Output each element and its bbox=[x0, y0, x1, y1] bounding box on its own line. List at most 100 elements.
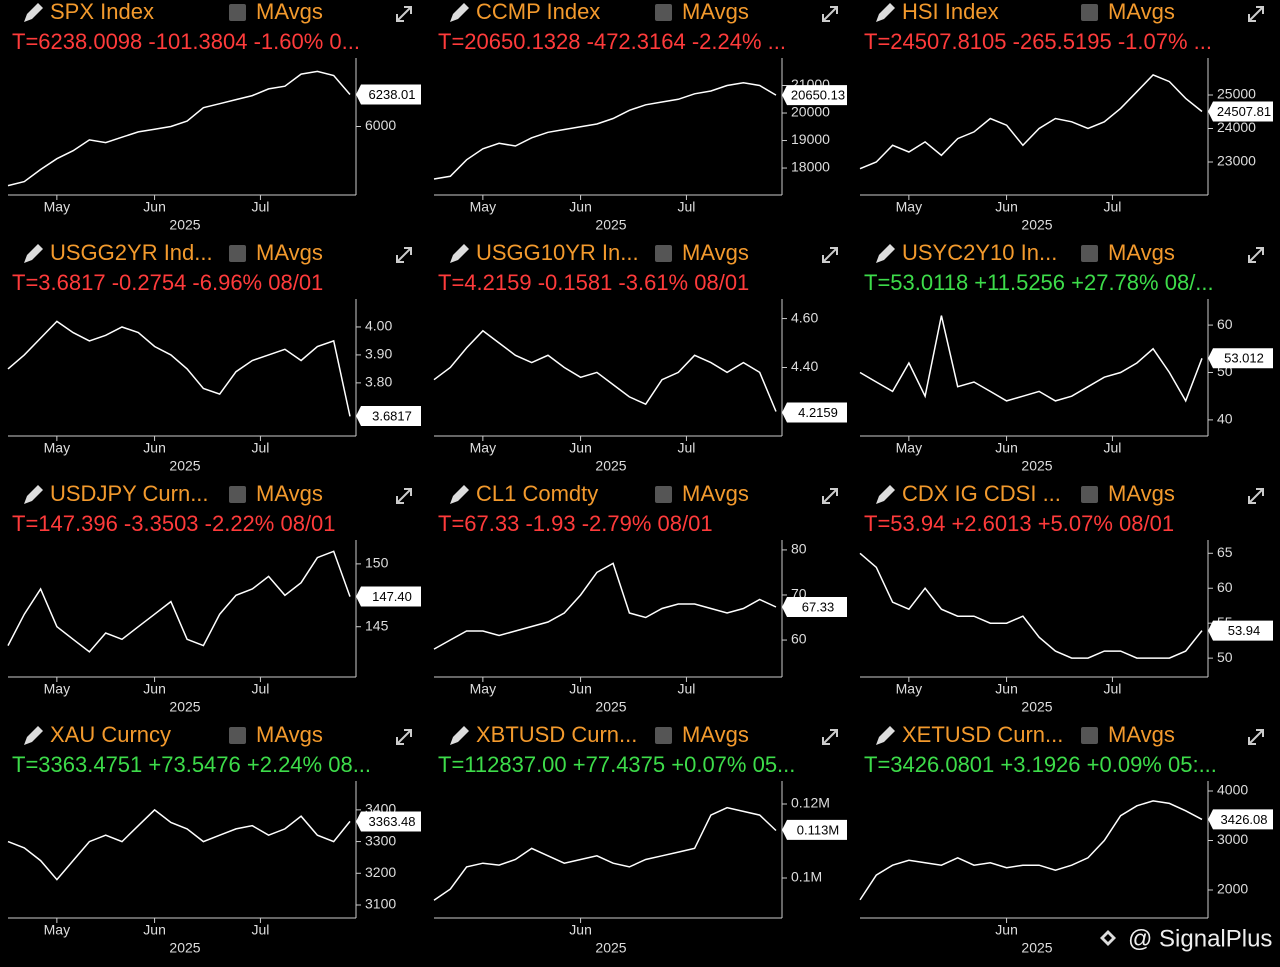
x-tick-label: Jul bbox=[677, 681, 695, 697]
last-value-label: 6238.01 bbox=[369, 87, 416, 102]
edit-icon bbox=[450, 726, 469, 745]
edit-icon bbox=[24, 244, 43, 263]
expand-icon[interactable] bbox=[396, 6, 412, 22]
legend-label: MAvgs bbox=[1108, 481, 1175, 506]
last-value-tag bbox=[782, 597, 847, 618]
stats-line: T=112837.00 +77.4375 +0.07% 05... bbox=[438, 752, 795, 777]
ticker-title: CL1 Comdty bbox=[476, 481, 598, 506]
stats-line: T=3426.0801 +3.1926 +0.09% 05:... bbox=[864, 752, 1217, 777]
x-tick-label: Jun bbox=[143, 440, 166, 456]
expand-icon[interactable] bbox=[396, 247, 412, 263]
edit-icon bbox=[450, 3, 469, 22]
x-tick-label: Jun bbox=[143, 199, 166, 215]
x-tick-label: May bbox=[896, 199, 922, 215]
y-tick-label: 4000 bbox=[1217, 782, 1248, 798]
expand-icon[interactable] bbox=[396, 729, 412, 745]
y-tick-label: 0.12M bbox=[791, 795, 830, 811]
chart-panel: USGG10YR In... MAvgs T=4.2159 -0.1581 -3.6… bbox=[433, 240, 847, 474]
last-value-tag bbox=[782, 819, 847, 840]
expand-icon[interactable] bbox=[1248, 6, 1264, 22]
expand-icon[interactable] bbox=[822, 488, 838, 504]
y-tick-label: 3.90 bbox=[365, 346, 392, 362]
y-tick-label: 60 bbox=[791, 631, 807, 647]
expand-icon[interactable] bbox=[822, 6, 838, 22]
x-tick-label: May bbox=[470, 199, 496, 215]
last-value-tag bbox=[782, 402, 847, 423]
legend-swatch bbox=[655, 245, 672, 262]
y-tick-label: 150 bbox=[365, 555, 389, 571]
y-tick-label: 145 bbox=[365, 617, 389, 633]
x-axis-label: 2025 bbox=[1021, 458, 1052, 474]
stats-line: T=24507.8105 -265.5195 -1.07% ... bbox=[864, 29, 1212, 54]
chart-panel: CDX IG CDSI ... MAvgs T=53.94 +2.6013 +5.0… bbox=[859, 481, 1273, 715]
legend-swatch bbox=[655, 4, 672, 21]
last-value-tag bbox=[356, 586, 421, 607]
x-tick-label: Jun bbox=[995, 681, 1018, 697]
legend-label: MAvgs bbox=[256, 481, 323, 506]
y-tick-label: 40 bbox=[1217, 411, 1233, 427]
chart-panel: CCMP Index MAvgs T=20650.1328 -472.3164 -2… bbox=[433, 0, 847, 233]
legend-label: MAvgs bbox=[1108, 0, 1175, 24]
legend-swatch bbox=[655, 727, 672, 744]
last-value-tag bbox=[1208, 809, 1273, 830]
price-line bbox=[433, 82, 777, 180]
legend-swatch bbox=[1081, 486, 1098, 503]
chart-panel: XETUSD Curn... MAvgs T=3426.0801 +3.1926 +… bbox=[859, 722, 1273, 956]
y-tick-label: 24000 bbox=[1217, 119, 1256, 135]
expand-icon[interactable] bbox=[1248, 488, 1264, 504]
last-value-tag bbox=[356, 811, 421, 832]
x-tick-label: May bbox=[470, 440, 496, 456]
last-value-label: 3.6817 bbox=[372, 408, 412, 423]
x-tick-label: Jul bbox=[251, 440, 269, 456]
chart-panel: HSI Index MAvgs T=24507.8105 -265.5195 -1.… bbox=[859, 0, 1273, 233]
ticker-title: XETUSD Curn... bbox=[902, 722, 1063, 747]
x-tick-label: Jul bbox=[677, 199, 695, 215]
x-tick-label: Jun bbox=[995, 199, 1018, 215]
x-tick-label: Jul bbox=[1103, 681, 1121, 697]
y-tick-label: 50 bbox=[1217, 649, 1233, 665]
legend-swatch bbox=[229, 727, 246, 744]
y-tick-label: 80 bbox=[791, 541, 807, 557]
legend-label: MAvgs bbox=[682, 240, 749, 265]
watermark-logo bbox=[1100, 930, 1116, 946]
x-tick-label: Jun bbox=[143, 922, 166, 938]
expand-icon[interactable] bbox=[822, 729, 838, 745]
logo-diamond bbox=[1100, 930, 1116, 946]
stats-line: T=67.33 -1.93 -2.79% 08/01 bbox=[438, 511, 713, 536]
watermark: @ SignalPlus bbox=[1128, 925, 1272, 952]
y-tick-label: 60 bbox=[1217, 579, 1233, 595]
y-tick-label: 19000 bbox=[791, 131, 830, 147]
x-tick-label: Jun bbox=[569, 199, 592, 215]
ticker-title: XAU Curncy bbox=[50, 722, 171, 747]
expand-icon[interactable] bbox=[1248, 729, 1264, 745]
x-axis-label: 2025 bbox=[1021, 217, 1052, 233]
legend-label: MAvgs bbox=[682, 0, 749, 24]
x-axis-label: 2025 bbox=[1021, 940, 1052, 956]
edit-icon bbox=[450, 244, 469, 263]
ticker-title: CCMP Index bbox=[476, 0, 600, 24]
last-value-label: 20650.13 bbox=[791, 88, 845, 103]
legend-label: MAvgs bbox=[682, 722, 749, 747]
last-value-label: 67.33 bbox=[802, 599, 835, 614]
x-tick-label: May bbox=[44, 922, 70, 938]
expand-icon[interactable] bbox=[822, 247, 838, 263]
price-line bbox=[7, 550, 351, 653]
x-axis-label: 2025 bbox=[595, 699, 626, 715]
last-value-label: 0.113M bbox=[797, 822, 839, 837]
price-line bbox=[433, 806, 777, 901]
ticker-title: USGG10YR In... bbox=[476, 240, 639, 265]
chart-panel: USYC2Y10 In... MAvgs T=53.0118 +11.5256 +2… bbox=[859, 240, 1273, 474]
y-tick-label: 4.40 bbox=[791, 358, 818, 374]
expand-icon[interactable] bbox=[396, 488, 412, 504]
last-value-tag bbox=[1208, 101, 1273, 122]
edit-icon bbox=[24, 3, 43, 22]
chart-panel: XAU Curncy MAvgs T=3363.4751 +73.5476 +2.2… bbox=[7, 722, 421, 956]
edit-icon bbox=[876, 3, 895, 22]
legend-label: MAvgs bbox=[1108, 722, 1175, 747]
chart-panel: CL1 Comdty MAvgs T=67.33 -1.93 -2.79% 08/0… bbox=[433, 481, 847, 715]
expand-icon[interactable] bbox=[1248, 247, 1264, 263]
x-tick-label: Jul bbox=[251, 681, 269, 697]
x-tick-label: Jul bbox=[1103, 440, 1121, 456]
y-tick-label: 65 bbox=[1217, 544, 1233, 560]
y-tick-label: 3000 bbox=[1217, 831, 1248, 847]
